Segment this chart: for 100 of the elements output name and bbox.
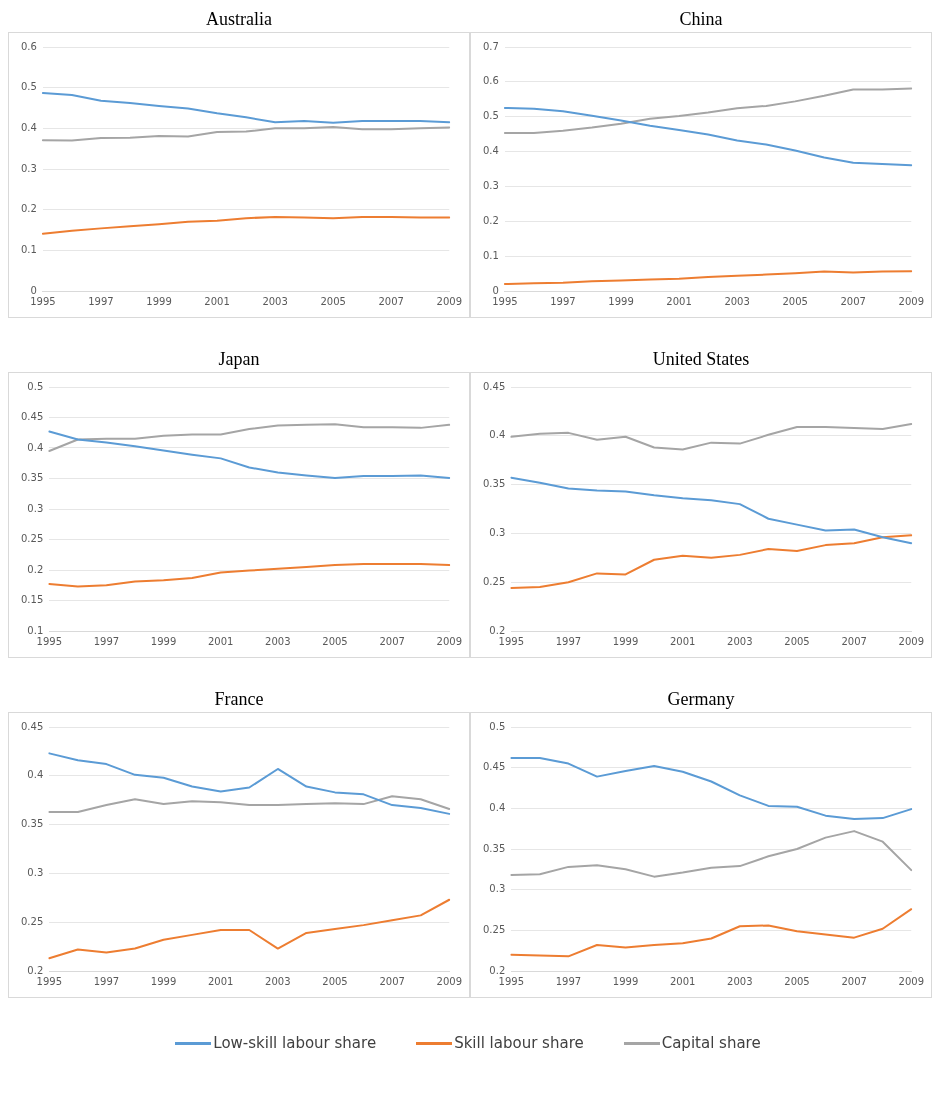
x-tick-label: 2005 [320, 295, 346, 307]
y-tick-label: 0.4 [489, 801, 506, 813]
x-tick-label: 2007 [379, 975, 405, 987]
y-tick-label: 0 [30, 284, 37, 296]
y-tick-label: 0.5 [27, 380, 44, 392]
x-tick-label: 1995 [30, 295, 56, 307]
y-tick-label: 0.2 [483, 214, 499, 226]
y-tick-label: 0.45 [21, 720, 44, 732]
x-tick-label: 1997 [555, 635, 582, 647]
y-tick-label: 0.35 [483, 842, 506, 854]
x-tick-label: 2009 [898, 975, 924, 987]
x-tick-label: 1999 [150, 635, 177, 647]
x-tick-label: 2007 [841, 975, 867, 987]
x-tick-label: 2003 [727, 635, 753, 647]
y-tick-label: 0.2 [489, 624, 506, 636]
y-tick-label: 0.2 [21, 203, 37, 215]
x-tick-label: 2001 [207, 635, 234, 647]
y-tick-label: 0.1 [27, 624, 44, 636]
x-tick-label: 1997 [88, 295, 114, 307]
y-tick-label: 0.25 [21, 915, 44, 927]
y-tick-label: 0.4 [27, 441, 44, 453]
y-tick-label: 0.6 [21, 40, 37, 52]
y-tick-label: 0.45 [483, 380, 506, 392]
x-tick-label: 1995 [492, 295, 518, 307]
y-tick-label: 0.3 [27, 502, 44, 514]
y-tick-label: 0.25 [483, 923, 506, 935]
x-tick-label: 2009 [898, 635, 924, 647]
y-tick-label: 0.35 [21, 818, 44, 830]
x-tick-label: 2001 [204, 295, 230, 307]
x-tick-label: 2003 [727, 975, 753, 987]
x-tick-label: 2005 [784, 635, 810, 647]
y-tick-label: 0.7 [483, 40, 499, 52]
y-tick-label: 0.3 [21, 162, 37, 174]
y-tick-label: 0.1 [483, 249, 499, 261]
x-tick-label: 2001 [666, 295, 692, 307]
x-tick-label: 2003 [265, 635, 291, 647]
y-tick-label: 0.2 [489, 964, 506, 976]
y-tick-label: 0.4 [483, 145, 499, 157]
x-tick-label: 2009 [436, 295, 462, 307]
x-tick-label: 2007 [379, 635, 405, 647]
y-tick-label: 0.5 [489, 720, 506, 732]
y-tick-label: 0.5 [21, 81, 37, 93]
y-tick-label: 0.35 [21, 472, 44, 484]
x-tick-label: 2007 [378, 295, 404, 307]
chart-title: Germany [666, 688, 736, 710]
x-tick-label: 2007 [840, 295, 866, 307]
x-tick-label: 2003 [724, 295, 750, 307]
x-tick-label: 2003 [262, 295, 288, 307]
x-tick-label: 2009 [898, 295, 924, 307]
chart-title: Japan [217, 348, 261, 370]
y-tick-label: 0.2 [27, 563, 44, 575]
legend-label: Low-skill labour share [213, 1034, 377, 1052]
chart-title: Australia [205, 8, 273, 30]
x-tick-label: 2001 [669, 975, 696, 987]
y-tick-label: 0.1 [21, 243, 37, 255]
x-tick-label: 1999 [146, 295, 172, 307]
x-tick-label: 2005 [322, 635, 348, 647]
x-tick-label: 2001 [669, 635, 696, 647]
x-tick-label: 1995 [36, 975, 62, 987]
y-tick-label: 0.25 [21, 533, 44, 545]
legend-label: Capital share [661, 1034, 761, 1052]
x-tick-label: 1999 [150, 975, 177, 987]
x-tick-label: 1997 [550, 295, 576, 307]
y-tick-label: 0.35 [483, 478, 506, 490]
y-tick-label: 0.3 [489, 526, 506, 538]
y-tick-label: 0.4 [489, 429, 506, 441]
y-tick-label: 0.3 [27, 866, 44, 878]
x-tick-label: 1997 [555, 975, 582, 987]
chart-title: United States [651, 348, 751, 370]
y-tick-label: 0.15 [21, 594, 44, 606]
y-tick-label: 0.45 [483, 761, 506, 773]
legend-label: Skill labour share [454, 1034, 584, 1052]
x-tick-label: 2009 [436, 975, 462, 987]
y-tick-label: 0.2 [27, 964, 44, 976]
x-tick-label: 1997 [93, 635, 120, 647]
x-tick-label: 1995 [36, 635, 62, 647]
x-tick-label: 2001 [207, 975, 234, 987]
y-tick-label: 0.4 [27, 769, 44, 781]
x-tick-label: 1999 [608, 295, 634, 307]
y-tick-label: 0.5 [483, 110, 499, 122]
x-tick-label: 2007 [841, 635, 867, 647]
y-tick-label: 0.3 [483, 180, 499, 192]
x-tick-label: 2005 [322, 975, 348, 987]
y-tick-label: 0.6 [483, 75, 499, 87]
y-tick-label: 0.45 [21, 411, 44, 423]
x-tick-label: 1997 [93, 975, 120, 987]
y-tick-label: 0 [492, 284, 499, 296]
y-tick-label: 0.25 [483, 575, 506, 587]
x-tick-label: 1995 [498, 975, 524, 987]
x-tick-label: 1999 [612, 635, 639, 647]
x-tick-label: 2003 [265, 975, 291, 987]
chart-title: China [678, 8, 724, 30]
x-tick-label: 2005 [782, 295, 808, 307]
x-tick-label: 2009 [436, 635, 462, 647]
x-tick-label: 1999 [612, 975, 639, 987]
chart-title: France [213, 688, 265, 710]
x-tick-label: 1995 [498, 635, 524, 647]
y-tick-label: 0.3 [489, 883, 506, 895]
y-tick-label: 0.4 [21, 121, 37, 133]
x-tick-label: 2005 [784, 975, 810, 987]
